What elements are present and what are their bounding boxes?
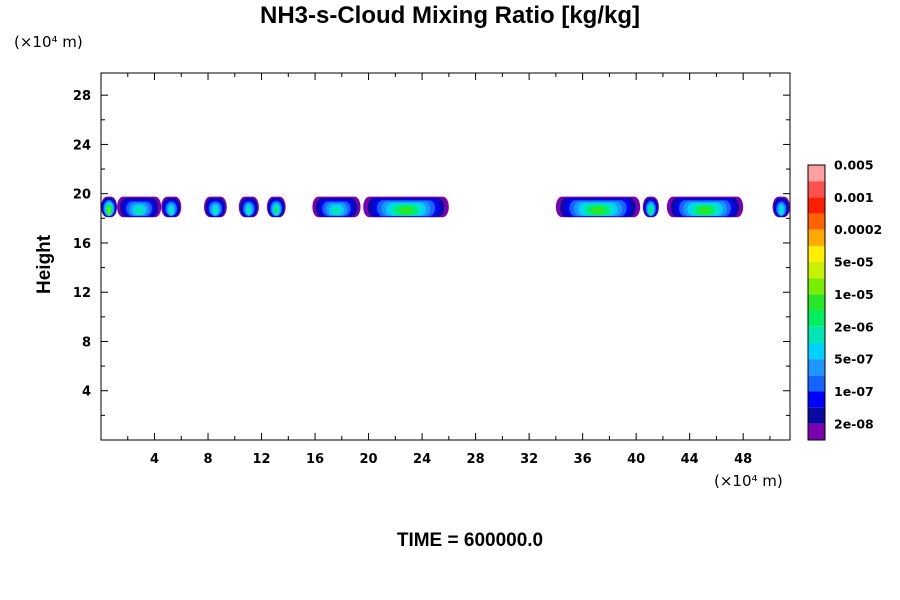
cloud-cell [107, 206, 111, 215]
plot-frame [100, 72, 791, 441]
colorbar-swatch [808, 342, 825, 360]
x-axis-unit: (×10⁴ m) [714, 472, 783, 490]
y-tick-label: 16 [73, 237, 91, 252]
colorbar-swatch [808, 181, 825, 198]
colorbar-swatch [808, 423, 825, 440]
x-tick-label: 24 [413, 452, 431, 467]
x-tick-label: 4 [150, 452, 159, 467]
colorbar-swatch [808, 310, 825, 327]
colorbar-swatch [808, 326, 825, 343]
y-tick-label: 8 [82, 335, 91, 350]
cloud-cell [213, 206, 218, 215]
x-tick-label: 44 [681, 452, 699, 467]
cloud-cell [649, 206, 653, 215]
time-label: TIME = 600000.0 [396, 530, 544, 551]
colorbar-frame [807, 164, 826, 441]
colorbar-swatch [808, 359, 825, 376]
x-tick-label: 32 [520, 452, 538, 467]
y-tick-label: 4 [82, 385, 91, 400]
colorbar-swatch [808, 245, 825, 263]
y-tick-label: 24 [73, 138, 91, 153]
x-tick-label: 12 [252, 452, 270, 467]
chart-title: NH3-s-Cloud Mixing Ratio [kg/kg] [260, 2, 640, 29]
colorbar-label: 2e-06 [834, 319, 874, 334]
cloud-cell [399, 206, 413, 215]
x-tick-label: 36 [574, 452, 592, 467]
colorbar-swatch [808, 213, 825, 230]
colorbar-swatch [808, 278, 825, 295]
x-tick-label: 48 [734, 452, 752, 467]
x-tick-label: 8 [204, 452, 213, 467]
colorbar-swatch [808, 229, 825, 246]
x-tick-label: 20 [360, 452, 378, 467]
cloud-cell [591, 206, 605, 215]
y-axis-unit: (×10⁴ m) [14, 33, 83, 51]
cloud-cell [332, 206, 341, 215]
colorbar-label: 2e-08 [834, 416, 874, 431]
colorbar-swatch [808, 391, 825, 408]
x-tick-label: 28 [467, 452, 485, 467]
colorbar-label: 0.001 [834, 190, 874, 205]
y-tick-label: 12 [73, 286, 91, 301]
colorbar-label: 1e-05 [834, 287, 874, 302]
plot-border [100, 72, 791, 441]
y-tick-label: 20 [73, 188, 91, 203]
colorbar-swatch [808, 197, 825, 214]
cloud-cell [699, 206, 711, 215]
y-tick-label: 28 [73, 89, 91, 104]
colorbar-swatch [808, 407, 825, 424]
colorbar-label: 0.005 [834, 158, 874, 173]
cloud-cell [779, 206, 783, 215]
x-tick-label: 40 [627, 452, 645, 467]
colorbar-swatch [808, 165, 825, 182]
colorbar-label: 5e-05 [834, 255, 874, 270]
colorbar-label: 5e-07 [834, 352, 874, 367]
cloud-cell [169, 206, 174, 215]
colorbar-swatch [808, 262, 825, 279]
cloud-cell [247, 206, 251, 215]
colorbar-swatch [808, 294, 825, 311]
cloud-cell [274, 206, 278, 215]
x-tick-label: 16 [306, 452, 324, 467]
colorbar-swatch [808, 375, 825, 392]
colorbar: 2e-08 1e-07 5e-07 2e-06 1e-05 5e-05 0.0002 0.00… [807, 158, 882, 441]
colorbar-label: 1e-07 [834, 384, 874, 399]
cloud-cell [135, 206, 144, 215]
cloud-layer [101, 196, 790, 218]
colorbar-label: 0.0002 [834, 222, 882, 237]
